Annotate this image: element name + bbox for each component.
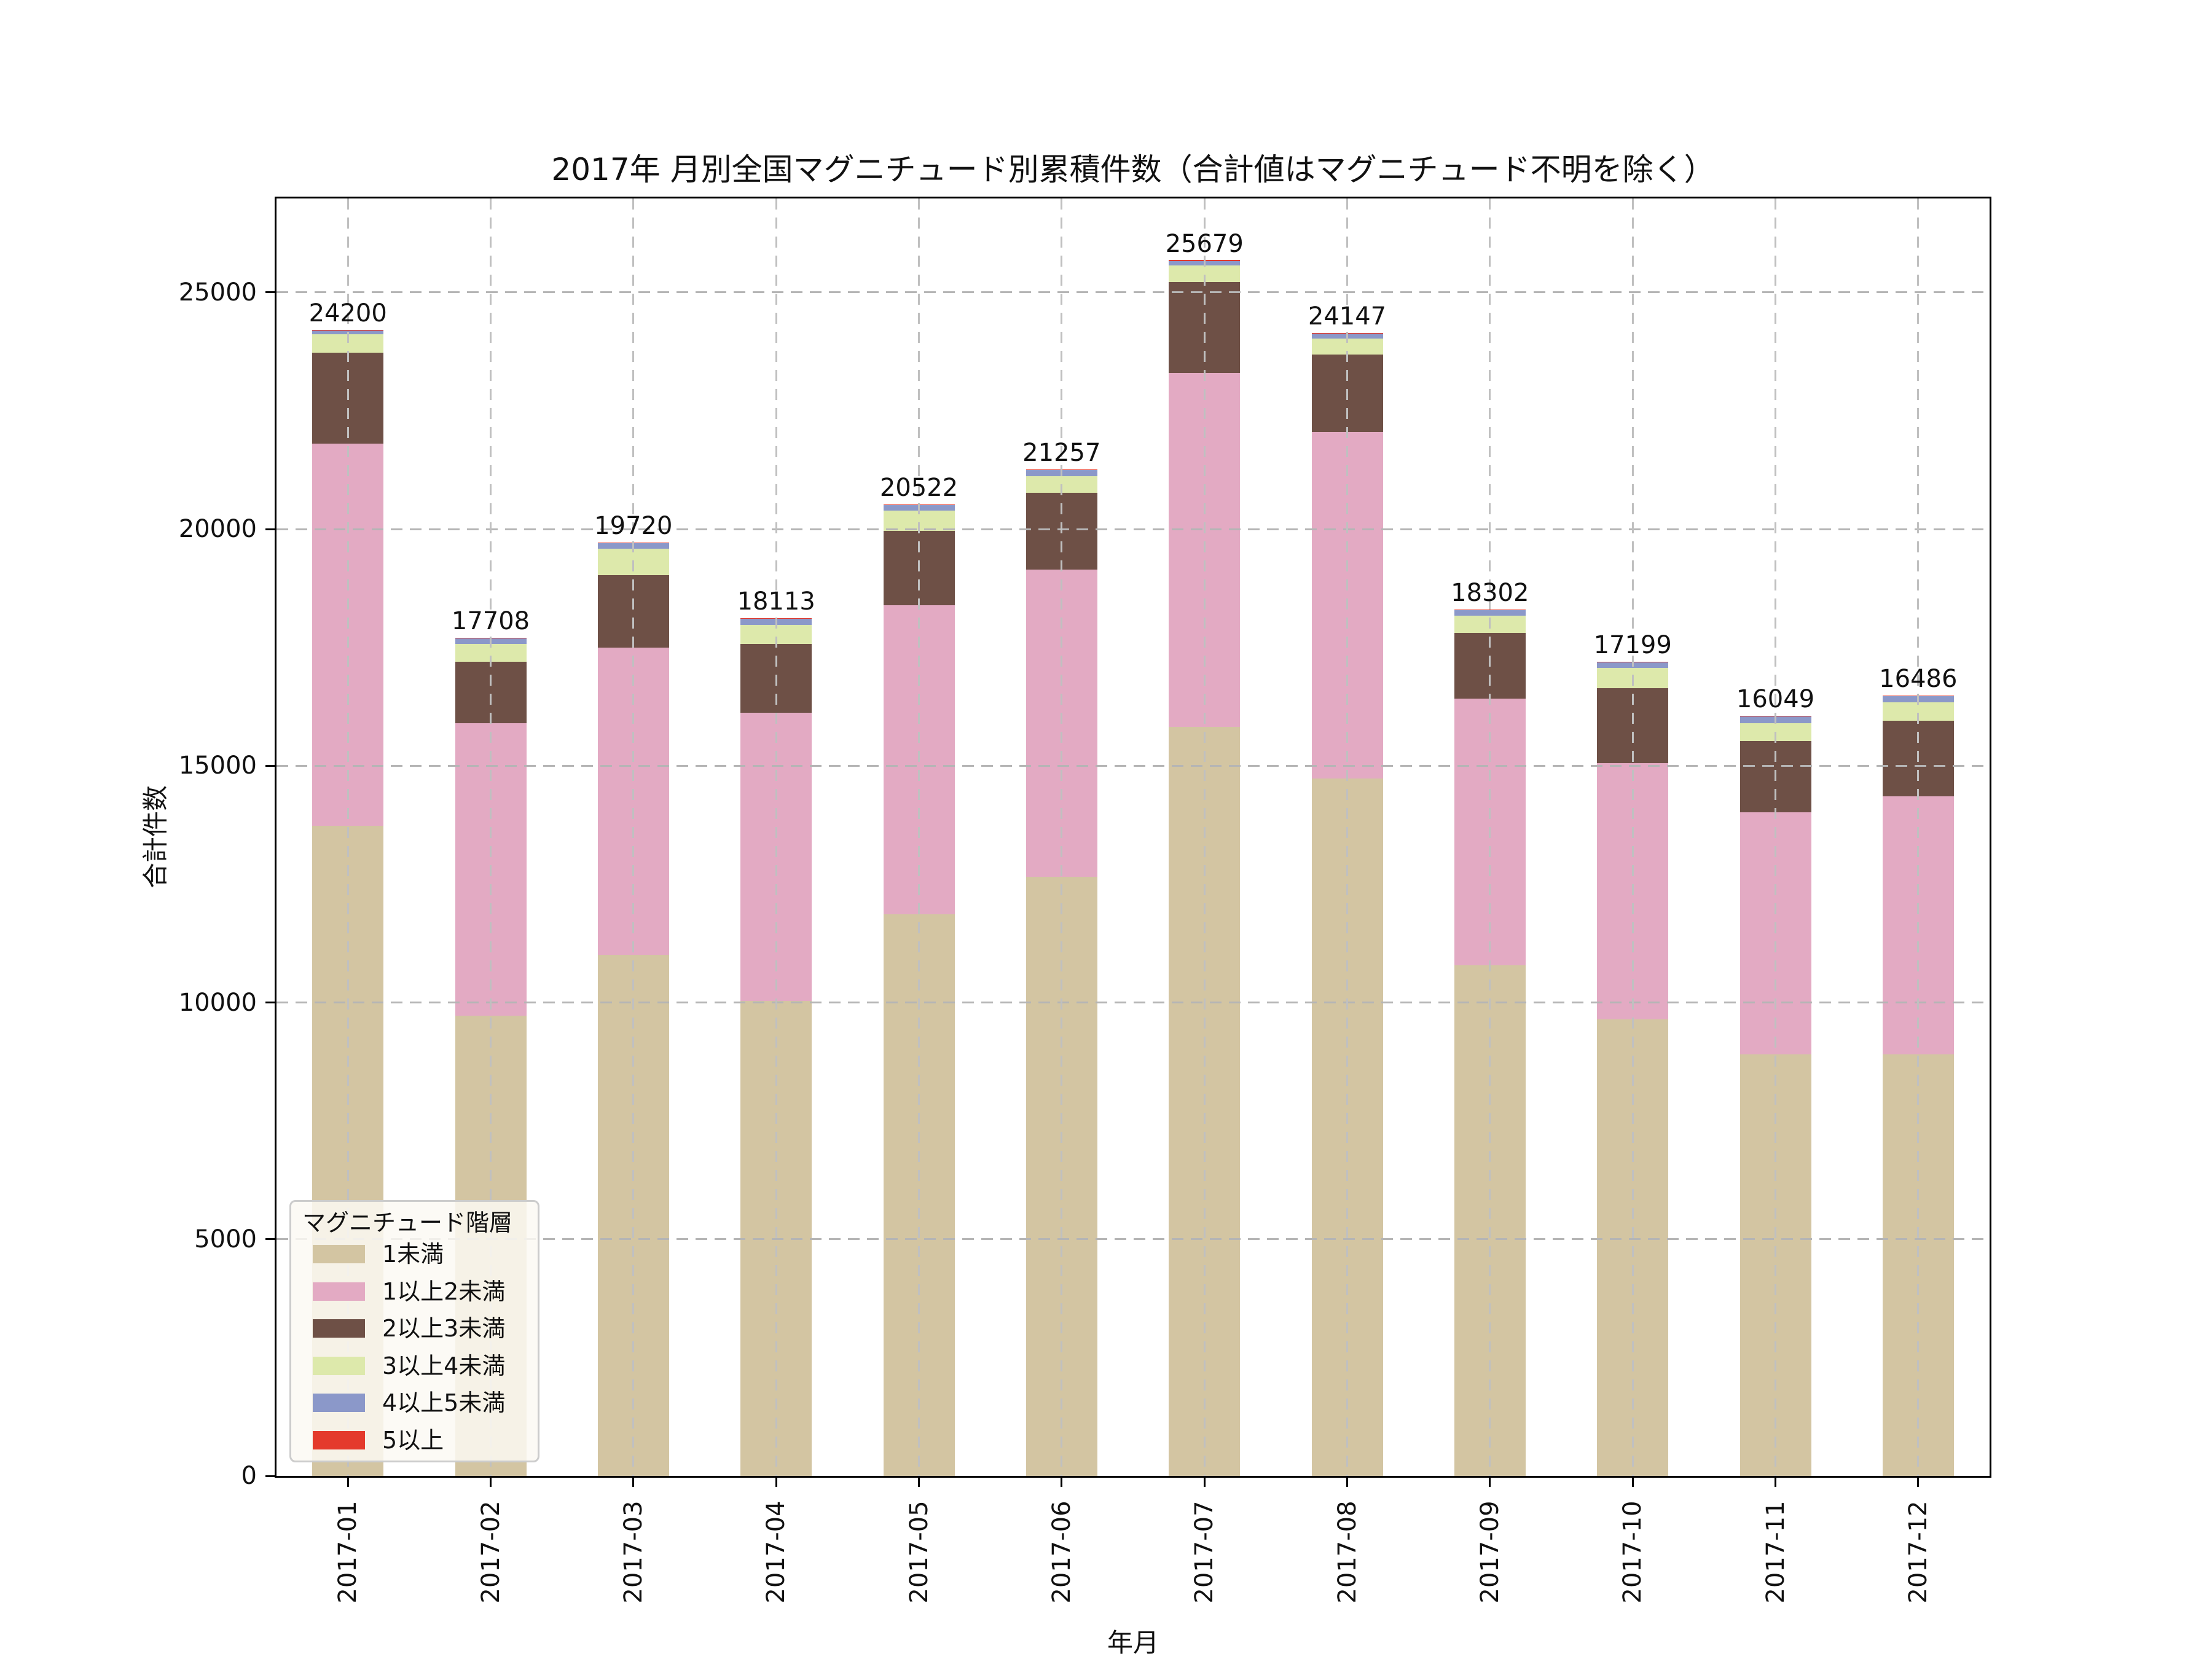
x-tick-mark (632, 1478, 635, 1487)
x-tick-label: 2017-04 (762, 1500, 791, 1604)
plot-area: 24200 17708 19720 18113 20522 21257 25679 24147… (275, 197, 1991, 1478)
gridline-vertical (1061, 198, 1063, 1476)
x-tick-label: 2017-07 (1190, 1500, 1219, 1604)
legend-item: 1未満 (291, 1236, 538, 1273)
gridline-horizontal (276, 528, 1990, 530)
grid-layer (276, 198, 1990, 1476)
x-tick-label: 2017-06 (1047, 1500, 1076, 1604)
chart-title: 2017年 月別全国マグニチュード別累積件数（合計値はマグニチュード不明を除く） (551, 152, 1715, 187)
legend-item: 5以上 (291, 1422, 538, 1459)
bar-total-label: 25679 (1165, 229, 1244, 258)
bar-total-label: 19720 (594, 511, 673, 540)
x-tick-label: 2017-08 (1333, 1500, 1362, 1604)
legend-swatch (313, 1356, 365, 1375)
x-tick-label: 2017-12 (1904, 1500, 1932, 1604)
x-tick-label: 2017-02 (476, 1500, 505, 1604)
x-axis-label: 年月 (1107, 1628, 1159, 1658)
x-tick-mark (1203, 1478, 1206, 1487)
bar-total-label: 17199 (1593, 630, 1672, 659)
x-tick-mark (490, 1478, 492, 1487)
legend-label: 2以上3未満 (382, 1315, 506, 1343)
y-tick-mark (265, 291, 275, 294)
x-tick-mark (1489, 1478, 1491, 1487)
x-tick-mark (1346, 1478, 1348, 1487)
y-tick-mark (265, 764, 275, 767)
legend-swatch (313, 1319, 365, 1338)
y-tick-label: 20000 (178, 515, 257, 543)
legend-item: 1以上2未満 (291, 1273, 538, 1310)
legend-swatch (313, 1282, 365, 1301)
gridline-vertical (1346, 198, 1348, 1476)
x-tick-label: 2017-03 (619, 1500, 648, 1604)
legend-swatch (313, 1431, 365, 1449)
legend-label: 1以上2未満 (382, 1277, 506, 1305)
y-tick-label: 10000 (178, 988, 257, 1017)
y-tick-mark (265, 528, 275, 530)
gridline-vertical (1203, 198, 1206, 1476)
bar-total-labels-layer: 24200 17708 19720 18113 20522 21257 25679 24147… (276, 198, 1990, 1476)
bar-total-label: 18113 (737, 587, 815, 616)
legend-item: 2以上3未満 (291, 1310, 538, 1347)
y-tick-label: 0 (241, 1462, 257, 1490)
gridline-horizontal (276, 764, 1990, 767)
legend-label: 5以上 (382, 1427, 444, 1454)
x-tick-mark (1061, 1478, 1063, 1487)
y-tick-label: 5000 (194, 1225, 257, 1253)
bar-total-label: 24147 (1308, 302, 1387, 331)
x-tick-mark (1631, 1478, 1634, 1487)
bar-total-label: 16486 (1879, 664, 1958, 693)
gridline-vertical (775, 198, 777, 1476)
legend-label: 4以上5未満 (382, 1389, 506, 1417)
x-tick-mark (1917, 1478, 1920, 1487)
legend-label: 3以上4未満 (382, 1352, 506, 1379)
y-axis-label: 合計件数 (140, 785, 171, 889)
gridline-vertical (1775, 198, 1776, 1476)
gridline-vertical (347, 198, 349, 1476)
gridline-vertical (632, 198, 635, 1476)
bar-total-label: 21257 (1022, 439, 1101, 468)
gridline-horizontal (276, 1002, 1990, 1003)
bar-total-label: 24200 (308, 299, 387, 328)
x-tick-label: 2017-01 (334, 1500, 363, 1604)
gridline-vertical (490, 198, 492, 1476)
x-tick-mark (1775, 1478, 1776, 1487)
y-tick-label: 15000 (178, 751, 257, 780)
x-tick-label: 2017-10 (1618, 1500, 1647, 1604)
gridline-horizontal (276, 291, 1990, 294)
bar-total-label: 18302 (1451, 578, 1529, 607)
legend-item: 4以上5未満 (291, 1384, 538, 1421)
gridline-vertical (918, 198, 920, 1476)
bar-total-label: 20522 (879, 473, 959, 502)
x-tick-mark (918, 1478, 920, 1487)
y-tick-mark (265, 1002, 275, 1003)
legend: マグニチュード階層 1未満 1以上2未満 2以上3未満 3以上4未満 4以上5未満 5以上 (289, 1200, 539, 1462)
gridline-vertical (1489, 198, 1491, 1476)
x-tick-label: 2017-09 (1475, 1500, 1504, 1604)
x-tick-label: 2017-11 (1761, 1500, 1790, 1604)
gridline-vertical (1631, 198, 1634, 1476)
y-tick-label: 25000 (178, 278, 257, 307)
gridline-vertical (1917, 198, 1920, 1476)
bar-total-label: 17708 (451, 606, 530, 635)
bar-total-label: 16049 (1736, 685, 1815, 714)
legend-swatch (313, 1245, 365, 1263)
legend-label: 1未満 (382, 1241, 444, 1268)
legend-item: 3以上4未満 (291, 1347, 538, 1384)
x-tick-label: 2017-05 (904, 1500, 933, 1604)
legend-swatch (313, 1394, 365, 1413)
gridline-horizontal (276, 1238, 1990, 1241)
y-tick-mark (265, 1475, 275, 1477)
legend-title: マグニチュード階層 (302, 1209, 513, 1236)
y-tick-mark (265, 1238, 275, 1241)
x-tick-mark (775, 1478, 777, 1487)
x-tick-mark (347, 1478, 349, 1487)
